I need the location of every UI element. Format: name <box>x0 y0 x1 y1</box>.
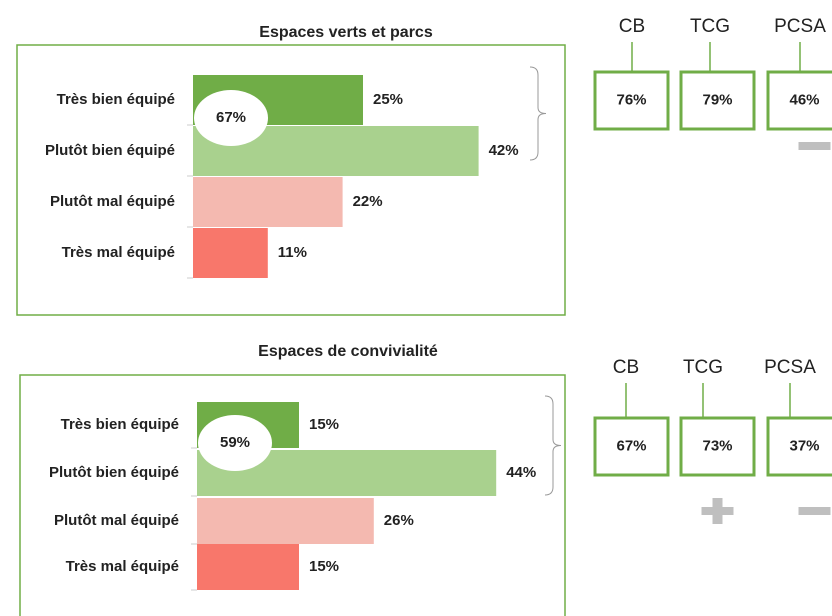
value-label: 44% <box>506 464 536 481</box>
value-label: 26% <box>384 512 414 529</box>
bracket <box>529 66 547 161</box>
category-label: Plutôt bien équipé <box>45 142 175 159</box>
value-box <box>766 70 832 131</box>
chart-title: Espaces verts et parcs <box>259 24 433 41</box>
group-label: CB <box>619 16 645 37</box>
group-label: TCG <box>683 357 723 378</box>
value-label: 25% <box>373 91 403 108</box>
group-label: PCSA <box>764 357 816 378</box>
group-label: TCG <box>690 16 730 37</box>
group-label: PCSA <box>774 16 826 37</box>
bracket <box>544 395 562 496</box>
bar <box>193 228 268 278</box>
box-value: 67% <box>616 437 646 454</box>
box-value: 73% <box>702 437 732 454</box>
value-label: 22% <box>353 193 383 210</box>
value-label: 42% <box>489 142 519 159</box>
bar <box>193 177 343 227</box>
value-box <box>593 70 670 131</box>
annotation: 59% <box>220 434 250 451</box>
box-value: 46% <box>789 91 819 108</box>
value-box <box>679 70 756 131</box>
value-label: 11% <box>278 244 307 261</box>
category-label: Plutôt bien équipé <box>49 464 179 481</box>
group-label: CB <box>613 357 639 378</box>
value-label: 15% <box>309 416 339 433</box>
annotation-bubble <box>194 90 268 146</box>
chart-title: Espaces de convivialité <box>258 343 438 360</box>
bar <box>197 544 299 590</box>
chart-frame <box>19 374 566 616</box>
category-label: Plutôt mal équipé <box>50 193 175 210</box>
value-box <box>766 416 832 477</box>
indicator-minus <box>798 142 831 150</box>
category-label: Très mal équipé <box>66 558 179 575</box>
category-label: Très bien équipé <box>57 91 175 108</box>
value-box <box>679 416 756 477</box>
indicator-minus <box>798 507 831 515</box>
annotation-bubble <box>198 415 272 471</box>
category-label: Très bien équipé <box>61 416 179 433</box>
value-box <box>593 416 670 477</box>
annotation: 67% <box>216 109 246 126</box>
box-value: 76% <box>616 91 646 108</box>
value-label: 15% <box>309 558 339 575</box>
bar <box>197 498 374 544</box>
category-label: Plutôt mal équipé <box>54 512 179 529</box>
chart-frame <box>16 44 566 316</box>
box-value: 37% <box>789 437 819 454</box>
category-label: Très mal équipé <box>62 244 175 261</box>
indicator-plus <box>712 498 723 524</box>
box-value: 79% <box>702 91 732 108</box>
